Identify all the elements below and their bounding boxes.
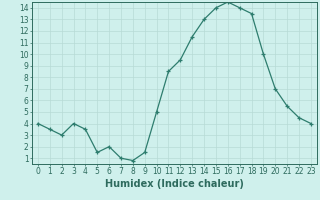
X-axis label: Humidex (Indice chaleur): Humidex (Indice chaleur)	[105, 179, 244, 189]
